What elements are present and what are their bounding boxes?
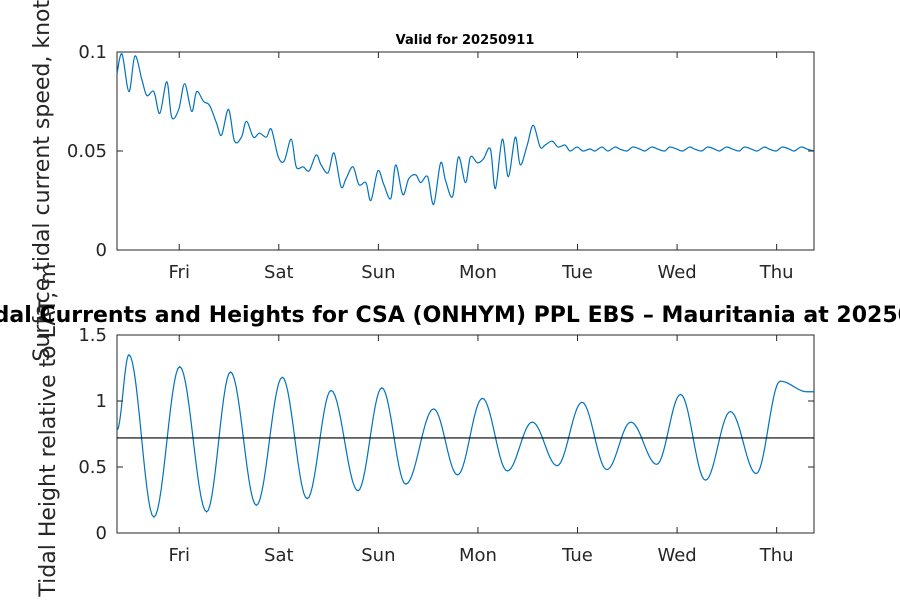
figure-main-title: Tidal Currents and Heights for CSA (ONHY… xyxy=(0,303,900,328)
tidal-height-xtick-label: Tue xyxy=(561,545,593,566)
tidal-height-xtick-label: Mon xyxy=(459,545,497,566)
current-speed-ylabel: Surface tidal current speed, knots xyxy=(30,0,55,362)
current-speed-yticks: 0 0.05 0.1 xyxy=(67,42,814,261)
current-speed-xticks: Fri Sat Sun Mon Tue Wed Thu xyxy=(169,52,794,283)
current-speed-plot-area xyxy=(116,51,815,251)
current-speed-ytick-label: 0 xyxy=(96,240,107,261)
tidal-height-xtick-label: Sat xyxy=(264,545,294,566)
tidal-height-ytick-label: 1 xyxy=(96,391,107,412)
current-speed-title: Valid for 20250911 xyxy=(396,33,535,48)
current-speed-xtick-label: Sun xyxy=(361,262,395,283)
current-speed-ytick-label: 0.05 xyxy=(67,141,107,162)
tidal-height-xtick-label: Fri xyxy=(169,545,190,566)
current-speed-xtick-label: Wed xyxy=(657,262,696,283)
tidal-height-ylabel: Tidal Height relative to LAT, m xyxy=(36,263,61,597)
tidal-height-plot-area xyxy=(116,334,815,534)
current-speed-xtick-label: Tue xyxy=(561,262,593,283)
tidal-height-xticks: Fri Sat Sun Mon Tue Wed Thu xyxy=(169,335,794,566)
tidal-height-yticks: 0 0.5 1 1.5 xyxy=(78,325,814,544)
current-speed-xtick-label: Mon xyxy=(459,262,497,283)
current-speed-xtick-label: Sat xyxy=(264,262,294,283)
tidal-height-ytick-label: 1.5 xyxy=(78,325,107,346)
current-speed-line xyxy=(116,53,815,206)
current-speed-xtick-label: Fri xyxy=(169,262,190,283)
tidal-height-line xyxy=(116,353,814,519)
tidal-height-xtick-label: Sun xyxy=(361,545,395,566)
current-speed-xtick-label: Thu xyxy=(759,262,794,283)
current-speed-ytick-label: 0.1 xyxy=(78,42,107,63)
current-speed-axes: 0 0.05 0.1 Fri Sat Sun Mon Tue Wed Thu Valid for… xyxy=(30,0,815,362)
tidal-height-axes: 0 0.5 1 1.5 Fri Sat Sun Mon Tue Wed Thu Tidal Hei… xyxy=(36,263,815,598)
tidal-height-series xyxy=(116,353,814,519)
tidal-height-xtick-label: Wed xyxy=(657,545,696,566)
tidal-height-ytick-label: 0.5 xyxy=(78,457,107,478)
tidal-height-ytick-label: 0 xyxy=(96,523,107,544)
tidal-height-xtick-label: Thu xyxy=(759,545,794,566)
current-speed-series xyxy=(116,53,815,206)
